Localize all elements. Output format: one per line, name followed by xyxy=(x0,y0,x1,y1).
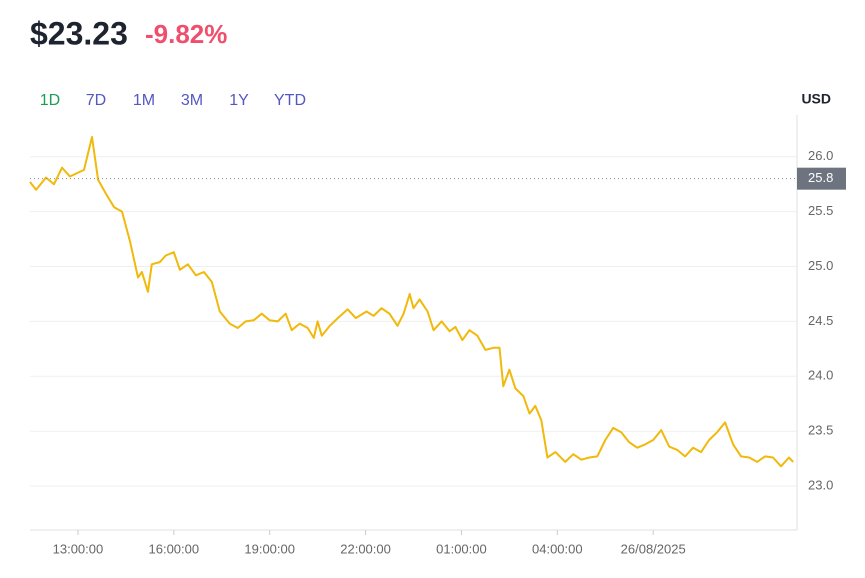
y-tick-label: 25.0 xyxy=(808,258,833,273)
x-tick-label: 26/08/2025 xyxy=(621,541,686,556)
y-tick-label: 23.0 xyxy=(808,478,833,493)
range-button[interactable]: 1D xyxy=(40,92,60,109)
range-button[interactable]: 7D xyxy=(86,92,106,109)
y-tick-label: 24.5 xyxy=(808,313,833,328)
x-tick-label: 13:00:00 xyxy=(53,541,104,556)
y-tick-label: 26.0 xyxy=(808,148,833,163)
range-button[interactable]: 1M xyxy=(133,92,155,109)
price: $23.23 xyxy=(30,15,128,51)
reference-badge xyxy=(797,167,846,190)
reference-label: 25.8 xyxy=(808,170,833,185)
range-button[interactable]: YTD xyxy=(274,92,306,109)
y-tick-label: 23.5 xyxy=(808,423,833,438)
x-tick-label: 19:00:00 xyxy=(244,541,295,556)
range-button[interactable]: 1Y xyxy=(229,92,249,109)
x-tick-label: 01:00:00 xyxy=(436,541,487,556)
currency: USD xyxy=(801,91,831,107)
y-tick-label: 24.0 xyxy=(808,368,833,383)
y-tick-label: 25.5 xyxy=(808,203,833,218)
x-tick-label: 16:00:00 xyxy=(149,541,200,556)
x-tick-label: 22:00:00 xyxy=(340,541,391,556)
price-change: -9.82% xyxy=(145,19,227,49)
range-buttons: 1D 7D 1M 3M 1Y YTD xyxy=(40,92,306,109)
price-line xyxy=(29,136,794,468)
x-tick-label: 04:00:00 xyxy=(532,541,583,556)
plot: 23.0 23.5 24.0 24.5 25.0 25.5 26.0 13:00:00 16:0… xyxy=(29,115,846,556)
range-button[interactable]: 3M xyxy=(181,92,203,109)
